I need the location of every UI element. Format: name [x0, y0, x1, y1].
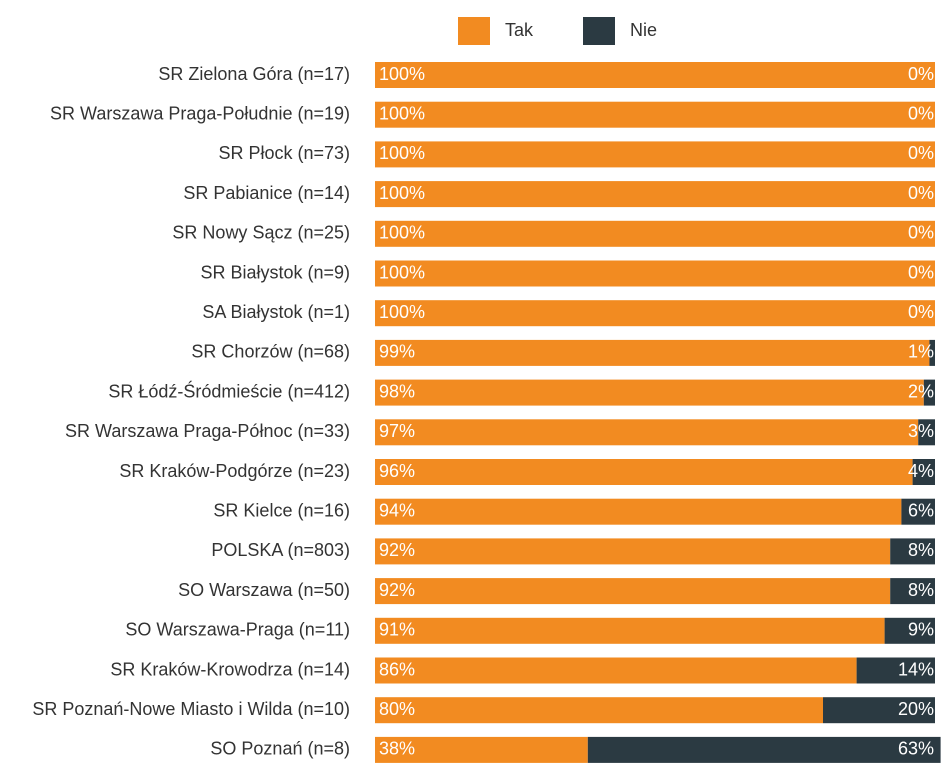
value-label: 86% — [379, 659, 415, 679]
category-label: SO Warszawa-Praga (n=11) — [125, 620, 350, 640]
value-label: 100% — [379, 64, 425, 84]
value-label: 2% — [908, 381, 934, 401]
category-label: SR Zielona Góra (n=17) — [158, 64, 350, 84]
category-label: SR Poznań-Nowe Miasto i Wilda (n=10) — [32, 699, 350, 719]
bar-segment — [375, 379, 924, 406]
value-label: 0% — [908, 64, 934, 84]
category-label: SR Pabianice (n=14) — [183, 183, 350, 203]
bar-segment — [856, 657, 935, 684]
value-label: 14% — [898, 659, 934, 679]
category-label: SR Kielce (n=16) — [213, 500, 350, 520]
bar-segment — [375, 617, 885, 644]
value-label: 91% — [379, 620, 415, 640]
bar-segment — [587, 736, 941, 763]
bar-segment — [901, 498, 935, 525]
bar-segment — [375, 459, 913, 485]
value-label: 6% — [908, 500, 934, 520]
bar-segment — [375, 657, 857, 684]
bar-segment — [375, 578, 891, 605]
bar-segment — [890, 538, 935, 565]
bar-segment — [375, 339, 930, 366]
value-label: 100% — [379, 183, 425, 203]
value-label: 100% — [379, 143, 425, 163]
legend-swatch — [458, 17, 490, 45]
category-label: SR Nowy Sącz (n=25) — [172, 223, 350, 243]
bar-segment — [375, 419, 919, 446]
value-label: 3% — [908, 421, 934, 441]
bar-segment — [375, 736, 588, 763]
value-label: 92% — [379, 540, 415, 560]
value-label: 97% — [379, 421, 415, 441]
value-label: 100% — [379, 302, 425, 322]
bar-segment — [375, 101, 935, 128]
bar-segment — [375, 62, 935, 88]
value-label: 100% — [379, 223, 425, 243]
value-label: 99% — [379, 342, 415, 362]
bar-segment — [375, 300, 935, 327]
value-label: 92% — [379, 580, 415, 600]
category-label: SR Białystok (n=9) — [200, 262, 350, 282]
bar-segment — [375, 498, 902, 525]
category-label: SR Płock (n=73) — [218, 143, 350, 163]
value-label: 1% — [908, 342, 934, 362]
value-label: 98% — [379, 381, 415, 401]
value-label: 0% — [908, 183, 934, 203]
bar-segment — [890, 578, 935, 605]
category-label: SR Kraków-Krowodrza (n=14) — [110, 659, 350, 679]
value-label: 94% — [379, 500, 415, 520]
bar-segment — [918, 419, 935, 446]
value-label: 0% — [908, 302, 934, 322]
bar-segment — [884, 617, 935, 644]
bar-segment — [823, 697, 935, 724]
category-label: SO Poznań (n=8) — [210, 739, 350, 759]
value-label: 0% — [908, 143, 934, 163]
bar-segment — [375, 141, 935, 168]
value-label: 63% — [898, 739, 934, 759]
bar-segment — [375, 697, 823, 724]
value-label: 0% — [908, 103, 934, 123]
legend-label: Nie — [630, 20, 657, 40]
bar-segment — [375, 220, 935, 247]
category-label: POLSKA (n=803) — [211, 540, 350, 560]
bar-segment — [375, 260, 935, 287]
value-label: 38% — [379, 739, 415, 759]
category-label: SR Kraków-Podgórze (n=23) — [119, 461, 350, 481]
value-label: 0% — [908, 223, 934, 243]
category-label: SR Chorzów (n=68) — [191, 342, 350, 362]
category-label: SO Warszawa (n=50) — [178, 580, 350, 600]
value-label: 9% — [908, 620, 934, 640]
bar-segment — [929, 339, 935, 366]
value-label: 100% — [379, 262, 425, 282]
category-label: SA Białystok (n=1) — [202, 302, 350, 322]
category-label: SR Warszawa Praga-Północ (n=33) — [65, 421, 350, 441]
bar-segment — [375, 181, 935, 208]
value-label: 20% — [898, 699, 934, 719]
value-label: 96% — [379, 461, 415, 481]
bar-segment — [375, 538, 891, 565]
legend-label: Tak — [505, 20, 534, 40]
category-label: SR Warszawa Praga-Południe (n=19) — [50, 103, 350, 123]
value-label: 100% — [379, 103, 425, 123]
legend-swatch — [583, 17, 615, 45]
category-label: SR Łódź-Śródmieście (n=412) — [108, 380, 350, 401]
value-label: 0% — [908, 262, 934, 282]
value-label: 4% — [908, 461, 934, 481]
bar-segment — [912, 459, 935, 485]
bar-segment — [923, 379, 935, 406]
value-label: 8% — [908, 580, 934, 600]
value-label: 8% — [908, 540, 934, 560]
value-label: 80% — [379, 699, 415, 719]
